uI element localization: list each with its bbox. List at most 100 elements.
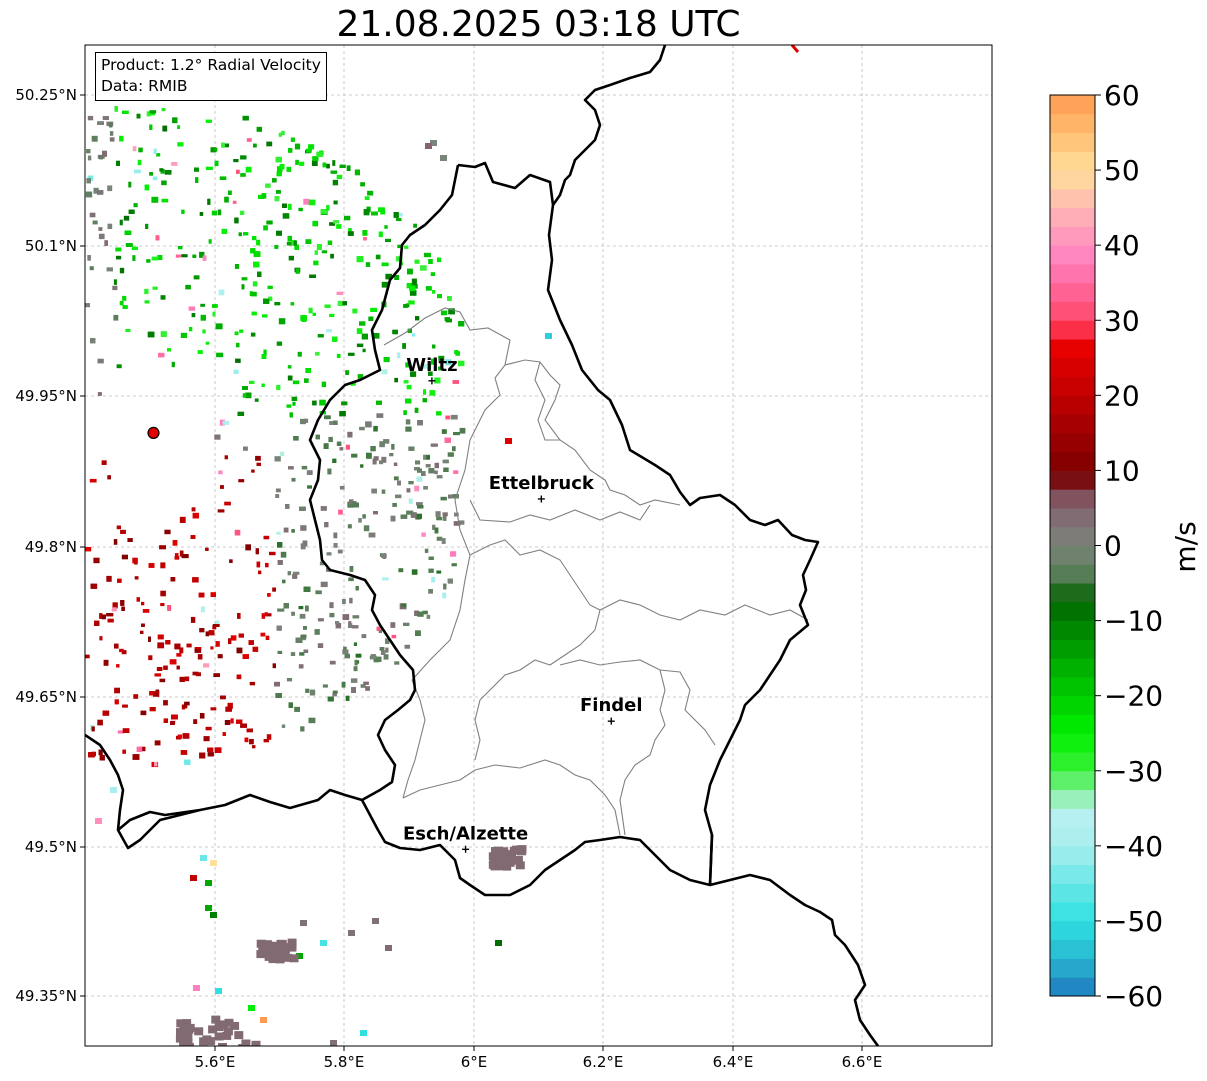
echo-cell bbox=[119, 219, 123, 226]
echo-cell bbox=[194, 1027, 204, 1036]
echo-cell bbox=[263, 298, 270, 304]
echo-cell bbox=[372, 458, 377, 465]
echo-cell bbox=[86, 149, 91, 154]
echo-cell bbox=[219, 419, 225, 426]
colorbar-band bbox=[1050, 451, 1095, 471]
echo-cell bbox=[426, 614, 431, 619]
echo-cell bbox=[194, 647, 202, 651]
echo-cell bbox=[299, 652, 305, 656]
echo-cell bbox=[194, 648, 202, 653]
city-marker bbox=[462, 845, 470, 853]
echo-cell bbox=[183, 1032, 193, 1041]
lon-tick-label: 5.6°E bbox=[195, 1053, 236, 1071]
colorbar-band bbox=[1050, 207, 1095, 227]
echo-cell bbox=[249, 681, 256, 686]
echo-cell bbox=[375, 254, 381, 260]
echo-cell bbox=[329, 421, 333, 425]
echo-cell bbox=[251, 469, 255, 473]
echo-cell bbox=[197, 654, 203, 660]
echo-cell bbox=[408, 498, 413, 504]
echo-cell bbox=[397, 352, 401, 359]
echo-cell bbox=[152, 176, 158, 181]
echo-cell bbox=[421, 471, 426, 476]
echo-cell bbox=[421, 532, 426, 537]
echo-cell bbox=[311, 160, 318, 166]
echo-cell bbox=[233, 369, 239, 374]
echo-cell bbox=[379, 647, 385, 651]
echo-cell bbox=[200, 606, 205, 613]
echo-cell bbox=[265, 183, 271, 188]
echo-cell bbox=[234, 264, 240, 269]
echo-cell bbox=[154, 740, 161, 746]
echo-cell bbox=[330, 253, 334, 259]
echo-cell bbox=[369, 316, 374, 321]
echo-cell bbox=[332, 160, 336, 166]
echo-cell bbox=[381, 577, 389, 581]
echo-cell bbox=[415, 316, 420, 321]
echo-cell bbox=[292, 571, 300, 575]
echo-cell bbox=[136, 113, 141, 119]
echo-cell bbox=[290, 302, 295, 306]
longitude-ticks: 5.6°E 5.8°E 6°E 6.2°E 6.4°E 6.6°E bbox=[195, 1046, 882, 1071]
echo-cell bbox=[436, 475, 443, 479]
echo-cell bbox=[393, 476, 399, 481]
echo-cell bbox=[211, 210, 217, 216]
echo-cell bbox=[403, 304, 408, 308]
echo-cell bbox=[343, 646, 347, 651]
echo-cell bbox=[112, 602, 118, 609]
echo-cell bbox=[250, 332, 256, 337]
echo-cell bbox=[109, 122, 113, 128]
echo-cell bbox=[107, 618, 114, 623]
echo-cell bbox=[144, 300, 150, 304]
echo-cell bbox=[430, 443, 438, 447]
echo-cell bbox=[431, 358, 437, 365]
echo-cell bbox=[443, 583, 447, 590]
echo-cell bbox=[417, 611, 424, 617]
echo-cell bbox=[275, 947, 285, 956]
colorbar-band bbox=[1050, 902, 1095, 922]
echo-cell bbox=[339, 485, 345, 490]
echo-cell bbox=[261, 613, 266, 619]
colorbar-band bbox=[1050, 95, 1095, 115]
echo-cell bbox=[438, 366, 442, 371]
echo-cell bbox=[237, 613, 241, 619]
echo-cell bbox=[174, 643, 181, 650]
echo-cell bbox=[266, 734, 272, 740]
echo-cell bbox=[266, 220, 273, 225]
echo-cell bbox=[224, 455, 228, 460]
echo-cell bbox=[282, 579, 286, 584]
echo-cell bbox=[453, 432, 460, 436]
echo-cell bbox=[205, 905, 212, 911]
echo-cell bbox=[423, 389, 427, 395]
echo-cell bbox=[351, 687, 356, 693]
echo-cell bbox=[348, 621, 352, 625]
echo-cell bbox=[408, 446, 415, 451]
echo-cell bbox=[149, 124, 153, 130]
echo-cell bbox=[121, 554, 128, 560]
echo-cell bbox=[294, 143, 301, 150]
echo-cell bbox=[299, 506, 306, 511]
echo-cell bbox=[138, 147, 143, 153]
echo-cell bbox=[414, 485, 420, 492]
echo-cell bbox=[330, 170, 338, 174]
echo-cell bbox=[262, 314, 268, 318]
echo-cell bbox=[222, 1031, 232, 1040]
echo-cell bbox=[107, 185, 113, 192]
echo-cell bbox=[379, 460, 384, 465]
colorbar-band bbox=[1050, 263, 1095, 284]
echo-cell bbox=[99, 156, 103, 160]
echo-cell bbox=[102, 150, 107, 157]
echo-cell bbox=[332, 420, 338, 425]
echo-cell bbox=[320, 506, 327, 511]
echo-cell bbox=[239, 210, 245, 215]
echo-cell bbox=[188, 306, 196, 311]
echo-cell bbox=[292, 380, 300, 385]
echo-cell bbox=[424, 252, 431, 258]
echo-cell bbox=[234, 1031, 244, 1040]
echo-cell bbox=[213, 673, 220, 677]
echo-cell bbox=[353, 642, 357, 646]
echo-cell bbox=[245, 392, 252, 399]
echo-cell bbox=[316, 151, 323, 157]
echo-cell bbox=[121, 650, 127, 655]
colorbar-band bbox=[1050, 432, 1095, 453]
